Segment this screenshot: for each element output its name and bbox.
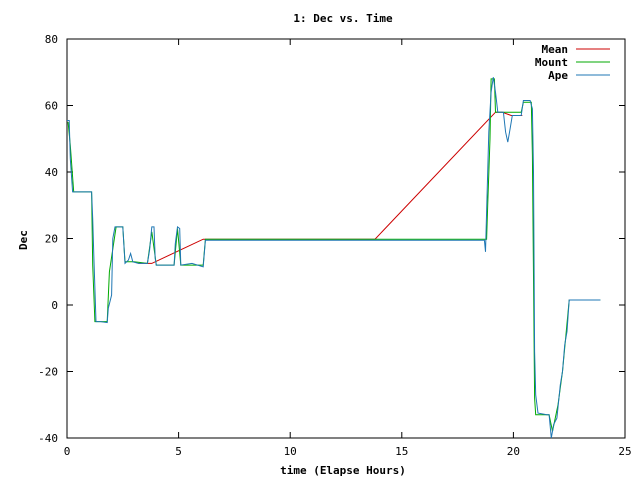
series-line-ape — [67, 77, 601, 439]
y-tick-label: 20 — [45, 233, 58, 246]
legend-label-ape: Ape — [548, 69, 568, 82]
x-tick-label: 15 — [395, 445, 408, 458]
legend-label-mount: Mount — [535, 56, 568, 69]
series-line-mean — [138, 111, 523, 264]
y-axis-label: Dec — [17, 230, 30, 250]
x-tick-label: 25 — [618, 445, 631, 458]
x-tick-label: 20 — [507, 445, 520, 458]
y-tick-label: 0 — [51, 299, 58, 312]
axis-ticks: 0 5 10 15 20 25 -40 -20 0 20 40 60 80 — [38, 33, 632, 458]
x-tick-label: 10 — [284, 445, 297, 458]
x-tick-label: 0 — [64, 445, 71, 458]
series-line-mount — [67, 78, 601, 432]
x-axis-label: time (Elapse Hours) — [280, 464, 406, 477]
series-lines — [67, 77, 601, 439]
x-tick-label: 5 — [175, 445, 182, 458]
y-tick-label: 80 — [45, 33, 58, 46]
y-tick-label: -20 — [38, 366, 58, 379]
y-tick-label: 40 — [45, 166, 58, 179]
chart-title: 1: Dec vs. Time — [293, 12, 393, 25]
y-tick-label: -40 — [38, 432, 58, 445]
legend-label-mean: Mean — [542, 43, 569, 56]
y-tick-label: 60 — [45, 100, 58, 113]
